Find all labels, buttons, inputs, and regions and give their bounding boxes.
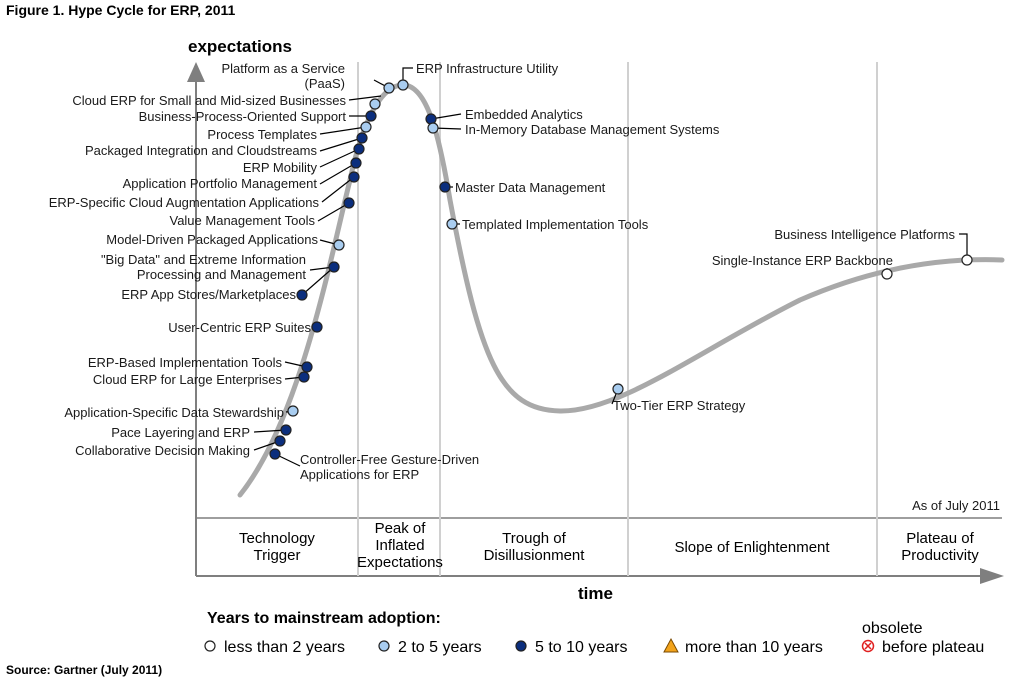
technology-marker — [350, 157, 362, 169]
legend-marker — [861, 639, 875, 653]
technology-label: ERP App Stores/Marketplaces — [121, 287, 296, 302]
technology-marker — [397, 79, 409, 91]
legend-marker — [378, 640, 390, 652]
technology-marker — [365, 110, 377, 122]
technology-marker — [881, 268, 893, 280]
technology-marker — [280, 424, 292, 436]
as-of-date: As of July 2011 — [912, 498, 1000, 513]
technology-marker — [298, 371, 310, 383]
technology-label: "Big Data" and Extreme Information Proces… — [101, 252, 306, 282]
technology-marker — [425, 113, 437, 125]
technology-marker — [612, 383, 624, 395]
leader-line — [321, 176, 355, 203]
axes — [187, 62, 1004, 584]
technology-labels: Controller-Free Gesture-Driven Applicatio… — [49, 61, 956, 482]
technology-marker — [369, 98, 381, 110]
technology-marker — [446, 218, 458, 230]
legend-marker — [663, 637, 679, 653]
technology-label: ERP-Specific Cloud Augmentation Applicat… — [49, 195, 320, 210]
technology-label: Application Portfolio Management — [123, 176, 318, 191]
technology-label: Cloud ERP for Small and Mid-sized Busine… — [72, 93, 346, 108]
phase-label: Slope of Enlightenment — [674, 539, 830, 556]
technology-label: Value Management Tools — [169, 213, 315, 228]
technology-label: Cloud ERP for Large Enterprises — [93, 372, 283, 387]
phase-labels: Technology Trigger Peak of Inflated Expectat… — [239, 520, 979, 571]
technology-label: Business-Process-Oriented Support — [139, 109, 347, 124]
y-axis-label: expectations — [188, 37, 292, 56]
phase-label: Trough of Disillusionment — [484, 530, 586, 564]
legend: less than 2 years 2 to 5 years 5 to 10 yea… — [204, 620, 984, 656]
technology-label: Two-Tier ERP Strategy — [613, 398, 746, 413]
phase-label: Technology Trigger — [239, 530, 315, 564]
technology-label: ERP Mobility — [243, 160, 318, 175]
technology-marker — [353, 143, 365, 155]
technology-label: ERP-Based Implementation Tools — [88, 355, 283, 370]
technology-marker — [274, 435, 286, 447]
y-axis-arrow — [187, 62, 205, 82]
technology-label: Templated Implementation Tools — [462, 217, 649, 232]
technology-label: Embedded Analytics — [465, 107, 583, 122]
technology-marker — [427, 122, 439, 134]
leader-line — [959, 233, 968, 260]
technology-marker — [311, 321, 323, 333]
leader-line — [319, 148, 360, 168]
technology-marker — [343, 197, 355, 209]
technology-marker — [333, 239, 345, 251]
technology-label: Platform as a Service (PaaS) — [221, 61, 345, 91]
technology-marker — [269, 448, 281, 460]
technology-marker — [961, 254, 973, 266]
chart-title: Figure 1. Hype Cycle for ERP, 2011 — [6, 2, 236, 18]
technology-marker — [383, 82, 395, 94]
technology-label: Single-Instance ERP Backbone — [712, 253, 893, 268]
x-axis-label: time — [578, 584, 613, 603]
legend-label: obsolete before plateau — [862, 620, 984, 656]
leader-line — [319, 137, 363, 152]
technology-marker — [360, 121, 372, 133]
legend-title: Years to mainstream adoption: — [207, 610, 441, 627]
technology-marker — [328, 261, 340, 273]
leader-line — [319, 126, 367, 135]
technology-label: Collaborative Decision Making — [75, 443, 250, 458]
technology-label: Pace Layering and ERP — [111, 425, 250, 440]
hype-curve — [237, 82, 1005, 498]
technology-label: User-Centric ERP Suites — [168, 320, 311, 335]
leader-line — [317, 202, 350, 222]
phase-label: Plateau of Productivity — [901, 530, 979, 564]
technology-label: Business Intelligence Platforms — [774, 227, 955, 242]
leader-line — [348, 95, 382, 101]
technology-label: Model-Driven Packaged Applications — [106, 232, 318, 247]
technology-label: Packaged Integration and Cloudstreams — [85, 143, 317, 158]
technology-label: ERP Infrastructure Utility — [416, 61, 559, 76]
source-note: Source: Gartner (July 2011) — [6, 663, 162, 677]
technology-marker — [287, 405, 299, 417]
leader-line — [319, 162, 357, 185]
leader-line — [402, 67, 413, 85]
legend-marker — [204, 640, 216, 652]
technology-marker — [296, 289, 308, 301]
legend-marker — [515, 640, 527, 652]
technology-label: Process Templates — [207, 127, 317, 142]
technology-label: Controller-Free Gesture-Driven Applicatio… — [300, 452, 479, 482]
legend-label: more than 10 years — [685, 639, 823, 656]
legend-label: less than 2 years — [224, 639, 345, 656]
technology-marker — [356, 132, 368, 144]
legend-label: 2 to 5 years — [398, 639, 482, 656]
x-axis-arrow — [980, 568, 1004, 584]
technology-label: In-Memory Database Management Systems — [465, 122, 720, 137]
technology-markers — [269, 79, 973, 460]
technology-label: Application-Specific Data Stewardship — [64, 405, 284, 420]
technology-marker — [301, 361, 313, 373]
technology-marker — [348, 171, 360, 183]
technology-marker — [439, 181, 451, 193]
legend-label: 5 to 10 years — [535, 639, 628, 656]
phase-label: Peak of Inflated Expectations — [357, 520, 443, 571]
technology-label: Master Data Management — [455, 180, 606, 195]
